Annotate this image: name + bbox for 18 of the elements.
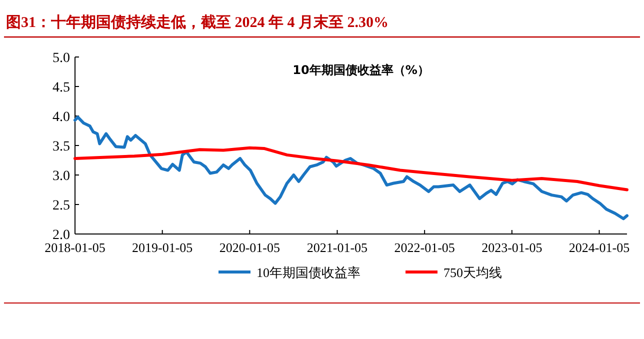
subtitle: 10年期国债收益率（%） xyxy=(292,63,430,77)
x-tick-label: 2019-01-05 xyxy=(132,240,193,255)
title: 图31：十年期国债持续走低，截至 2024 年 4 月末至 2.30% xyxy=(6,15,388,31)
x-tick-label: 2018-01-05 xyxy=(44,240,106,255)
x-tick-label: 2024-01-05 xyxy=(568,240,630,255)
x-tick-label: 2022-01-05 xyxy=(394,240,455,255)
legend-label: 750天均线 xyxy=(444,265,502,280)
x-tick-label: 2023-01-05 xyxy=(482,240,542,255)
y-tick-label: 3.5 xyxy=(52,140,70,154)
legend-label: 10年期国债收益率 xyxy=(256,265,360,280)
y-tick-label: 4.0 xyxy=(52,110,70,125)
y-tick-label: 3.0 xyxy=(52,169,70,184)
y-tick-label: 2.5 xyxy=(52,198,70,214)
y-tick-label: 4.5 xyxy=(52,80,70,96)
y-tick-label: 5.0 xyxy=(52,51,70,66)
y-tick-label: 2.0 xyxy=(52,228,70,243)
x-tick-label: 2021-01-05 xyxy=(306,240,368,255)
x-tick-label: 2020-01-05 xyxy=(219,240,280,255)
